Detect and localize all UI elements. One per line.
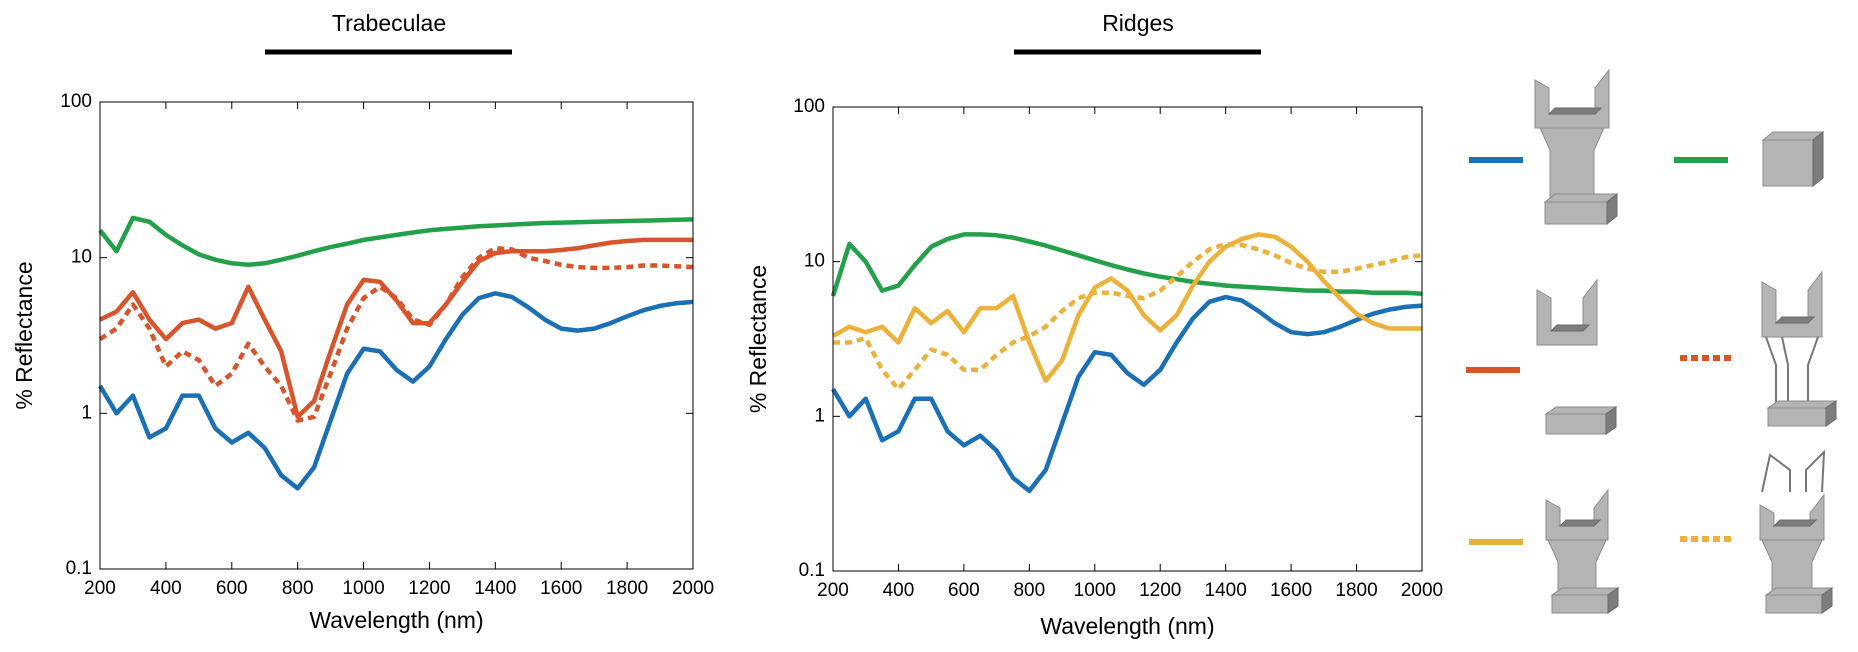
- shape-face: [1821, 587, 1833, 614]
- shape-face: [1544, 201, 1608, 225]
- shape-face: [1765, 594, 1823, 614]
- x-tick-label: 1400: [1205, 580, 1247, 601]
- x-tick-label: 600: [948, 580, 980, 601]
- series-line: [99, 237, 693, 420]
- x-tick-label: 1400: [474, 578, 516, 599]
- x-tick-label: 1600: [1270, 580, 1312, 601]
- shape-face: [1544, 406, 1618, 415]
- shape-face: [1761, 270, 1823, 338]
- x-tick-label: 800: [1013, 580, 1045, 601]
- shape-face: [1536, 278, 1598, 346]
- shape-face: [1534, 68, 1610, 129]
- x-tick-label: 1800: [606, 578, 648, 599]
- x-tick-label: 1000: [1074, 580, 1116, 601]
- y-tick-label: 1: [814, 405, 825, 426]
- series-line: [98, 291, 694, 491]
- x-axis-label: Wavelength (nm): [1040, 613, 1214, 639]
- shape-face: [1762, 139, 1814, 187]
- shape-face: [1812, 130, 1824, 188]
- y-tick-label: 10: [804, 251, 825, 272]
- y-axis-label: % Reflectance: [11, 261, 37, 409]
- series-line: [831, 232, 1422, 383]
- chart-title: Ridges: [1102, 10, 1174, 36]
- shape-face: [1766, 400, 1838, 409]
- y-tick-label: 0.1: [799, 560, 825, 581]
- x-tick-label: 400: [883, 580, 915, 601]
- shape-face: [1550, 587, 1620, 596]
- x-tick-label: 200: [817, 580, 849, 601]
- wire-frame: [1761, 453, 1791, 493]
- shape-face: [1547, 539, 1607, 596]
- wire-frame: [1781, 336, 1789, 405]
- y-tick-label: 0.1: [66, 558, 92, 579]
- shape-face: [1539, 127, 1605, 203]
- y-tick-label: 100: [793, 96, 825, 117]
- shape-face: [1772, 519, 1818, 527]
- series-line: [98, 215, 694, 268]
- x-tick-label: 1200: [408, 578, 450, 599]
- shape-face: [1543, 193, 1619, 203]
- x-tick-label: 2000: [672, 578, 714, 599]
- x-tick-label: 400: [150, 578, 182, 599]
- y-tick-label: 10: [71, 247, 92, 268]
- shape-face: [1545, 413, 1607, 435]
- plot-frame: [99, 101, 694, 570]
- shape-face: [1547, 107, 1603, 115]
- x-tick-label: 600: [216, 578, 248, 599]
- x-axis-label: Wavelength (nm): [309, 607, 483, 633]
- wire-frame: [1765, 336, 1777, 405]
- series-line: [831, 294, 1423, 494]
- y-tick-label: 1: [81, 402, 92, 423]
- legend-shapes: [1534, 68, 1838, 614]
- shape-face: [1767, 407, 1827, 427]
- x-tick-label: 1000: [342, 578, 384, 599]
- wire-frame: [1805, 449, 1826, 493]
- x-tick-label: 200: [84, 578, 116, 599]
- shape-face: [1551, 594, 1609, 614]
- series-line: [830, 232, 1423, 297]
- shape-face: [1764, 587, 1834, 596]
- shape-face: [1606, 192, 1618, 226]
- shape-face: [1759, 493, 1825, 541]
- wire-frame: [1807, 336, 1819, 405]
- chart-title: Trabeculae: [332, 10, 446, 36]
- shape-face: [1558, 519, 1602, 527]
- shape-face: [1545, 488, 1609, 541]
- x-tick-label: 800: [282, 578, 314, 599]
- x-tick-label: 1200: [1139, 580, 1181, 601]
- series-line: [833, 241, 1423, 392]
- x-tick-label: 2000: [1401, 580, 1443, 601]
- x-tick-label: 1800: [1335, 580, 1377, 601]
- series-line: [98, 245, 694, 423]
- shape-face: [1774, 316, 1816, 324]
- shape-face: [1825, 400, 1837, 427]
- shape-face: [1605, 406, 1617, 435]
- plot-frame: [832, 106, 1423, 572]
- shape-face: [1549, 324, 1591, 332]
- y-axis-label: % Reflectance: [745, 265, 771, 413]
- x-tick-label: 1600: [540, 578, 582, 599]
- shape-face: [1761, 539, 1823, 596]
- shape-face: [1607, 587, 1619, 614]
- y-tick-label: 100: [60, 91, 92, 112]
